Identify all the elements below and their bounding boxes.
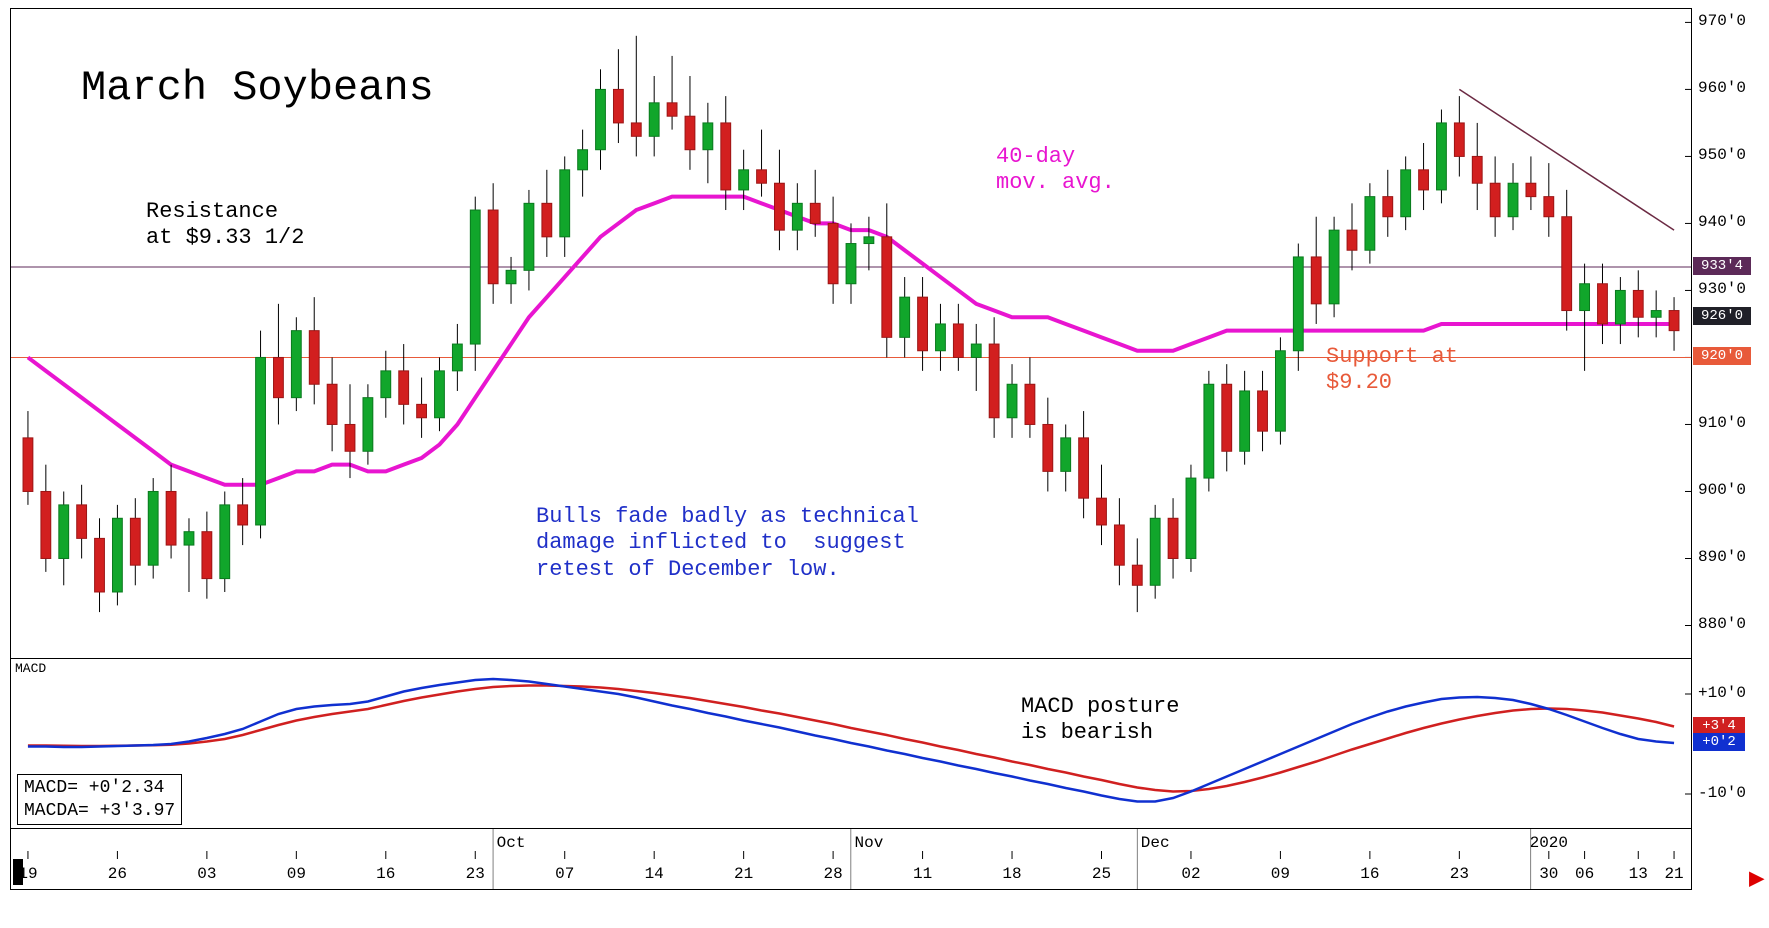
x-day-tick: 06 [1575, 865, 1594, 883]
price-ytick: 880'0 [1698, 615, 1746, 633]
price-ytick: 970'0 [1698, 12, 1746, 30]
x-day-tick: 23 [1450, 865, 1469, 883]
x-month-label: Nov [854, 834, 883, 852]
x-day-tick: 30 [1539, 865, 1558, 883]
support-ann: Support at $9.20 [1326, 344, 1458, 397]
x-day-tick: 21 [734, 865, 753, 883]
macd-ytick: -10'0 [1698, 784, 1746, 802]
chart-title: March Soybeans [81, 64, 434, 112]
x-day-tick: 16 [1360, 865, 1379, 883]
price-ytick: 930'0 [1698, 280, 1746, 298]
macd-ytick: +10'0 [1698, 684, 1746, 702]
x-day-tick: 09 [287, 865, 306, 883]
x-day-tick: 11 [913, 865, 932, 883]
x-day-tick: 19 [18, 865, 37, 883]
macda-val: MACDA= +3'3.97 [24, 800, 175, 823]
price-panel[interactable]: March Soybeans Resistance at $9.33 1/2 40… [10, 8, 1692, 660]
resistance-ann: Resistance at $9.33 1/2 [146, 199, 304, 252]
price-ytick: 960'0 [1698, 79, 1746, 97]
x-month-label: Oct [497, 834, 526, 852]
x-day-tick: 14 [645, 865, 664, 883]
macd-values-box: MACD= +0'2.34 MACDA= +3'3.97 [17, 774, 182, 825]
x-day-tick: 18 [1002, 865, 1021, 883]
x-day-tick: 21 [1664, 865, 1683, 883]
chart-container: March Soybeans Resistance at $9.33 1/2 40… [0, 0, 1769, 928]
x-day-tick: 07 [555, 865, 574, 883]
macd-svg [11, 659, 1691, 829]
x-day-tick: 25 [1092, 865, 1111, 883]
price-marker: 933'4 [1693, 257, 1751, 275]
macd-panel[interactable]: MACD MACD= +0'2.34 MACDA= +3'3.97 MACD p… [10, 658, 1692, 830]
price-ytick: 940'0 [1698, 213, 1746, 231]
bulls-ann: Bulls fade badly as technical damage inf… [536, 504, 919, 583]
price-marker: 926'0 [1693, 307, 1751, 325]
x-axis-panel: Oct Nov Dec 2020 19 26 03 09 16 23 07 14 21 28 11 18 25 0… [10, 828, 1692, 890]
price-marker: 920'0 [1693, 347, 1751, 365]
macd-ann: MACD posture is bearish [1021, 694, 1179, 747]
x-day-tick: 26 [108, 865, 127, 883]
ma-ann: 40-day mov. avg. [996, 144, 1115, 197]
scroll-right-arrow-icon[interactable]: ◀ [1749, 863, 1765, 894]
x-day-tick: 28 [823, 865, 842, 883]
x-day-tick: 16 [376, 865, 395, 883]
macd-panel-label: MACD [15, 661, 46, 676]
x-day-tick: 03 [197, 865, 216, 883]
x-day-tick: 23 [466, 865, 485, 883]
axis-svg [11, 829, 1691, 889]
x-month-label: Dec [1141, 834, 1170, 852]
price-ytick: 900'0 [1698, 481, 1746, 499]
x-day-tick: 02 [1181, 865, 1200, 883]
macd-marker: +0'2 [1693, 733, 1745, 751]
x-day-tick: 09 [1271, 865, 1290, 883]
x-day-tick: 13 [1629, 865, 1648, 883]
price-ytick: 910'0 [1698, 414, 1746, 432]
macd-val: MACD= +0'2.34 [24, 777, 175, 800]
price-ytick: 890'0 [1698, 548, 1746, 566]
price-ytick: 950'0 [1698, 146, 1746, 164]
x-month-label: 2020 [1530, 834, 1568, 852]
